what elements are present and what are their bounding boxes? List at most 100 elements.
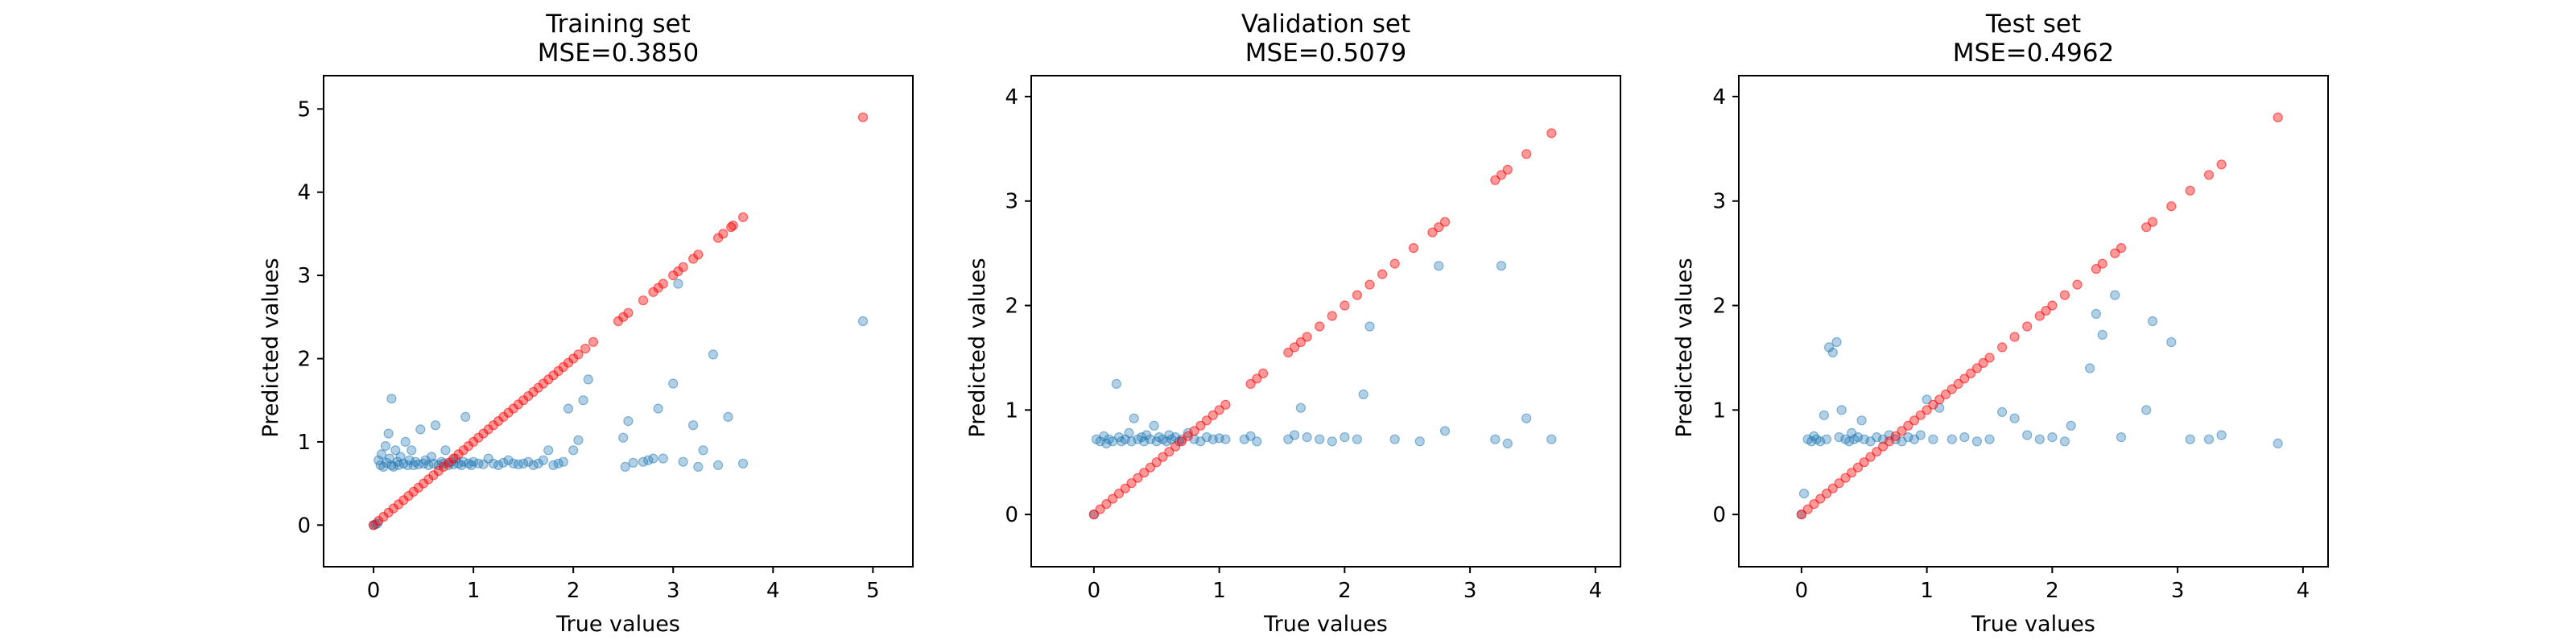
subplot-training: Training set MSE=0.3850 True values Pred… xyxy=(258,10,914,637)
prediction-point xyxy=(1149,420,1159,431)
true-value-point xyxy=(1502,164,1513,175)
true-value-point xyxy=(1101,498,1112,510)
prediction-point xyxy=(2085,363,2095,374)
plot-frame xyxy=(323,75,914,568)
true-value-point xyxy=(1257,368,1269,378)
true-value-point xyxy=(1903,420,1913,431)
true-value-point xyxy=(1840,473,1851,483)
prediction-point xyxy=(1129,413,1139,423)
true-value-point xyxy=(638,295,649,306)
subplot-title: Training set xyxy=(545,10,691,39)
true-value-point xyxy=(1897,426,1907,436)
prediction-point xyxy=(1439,426,1451,436)
x-tick-label: 3 xyxy=(2171,579,2185,603)
true-value-point xyxy=(1108,493,1118,504)
true-value-point xyxy=(1340,300,1350,311)
prediction-point xyxy=(618,432,629,443)
true-value-point xyxy=(1940,389,1951,399)
y-tick-label: 1 xyxy=(1712,398,1726,423)
true-value-point xyxy=(1865,452,1876,462)
y-tick-label: 4 xyxy=(1005,85,1018,109)
x-tick-label: 2 xyxy=(1338,579,1352,603)
y-tick-label: 0 xyxy=(1005,503,1018,527)
true-value-point xyxy=(1120,483,1130,493)
x-tick-label: 4 xyxy=(766,579,780,603)
true-value-point xyxy=(857,112,869,122)
prediction-point xyxy=(1295,402,1307,413)
prediction-point xyxy=(2047,431,2058,443)
prediction-point xyxy=(2091,308,2101,319)
true-value-point xyxy=(1884,436,1894,447)
prediction-point xyxy=(2009,413,2020,423)
true-value-point xyxy=(2147,217,2158,227)
prediction-point xyxy=(1389,434,1400,444)
true-value-point xyxy=(573,349,584,360)
prediction-point xyxy=(1827,347,1838,357)
prediction-point xyxy=(693,461,704,473)
prediction-point xyxy=(1490,434,1501,444)
prediction-point xyxy=(673,279,683,289)
prediction-point xyxy=(563,403,574,414)
prediction-point xyxy=(1358,389,1368,399)
prediction-point xyxy=(1327,436,1337,447)
plot-frame xyxy=(1030,75,1621,568)
true-value-point xyxy=(2091,264,2101,275)
prediction-point xyxy=(628,457,638,468)
prediction-point xyxy=(1971,436,1982,447)
true-value-point xyxy=(1364,279,1375,290)
subplot-validation: Validation set MSE=0.5079 True values Pr… xyxy=(965,10,1621,637)
prediction-point xyxy=(2141,405,2152,415)
subplot-test: Test set MSE=0.4962 True values Predicte… xyxy=(1672,10,2329,637)
true-value-point xyxy=(1915,410,1926,420)
prediction-point xyxy=(678,456,688,467)
prediction-point xyxy=(390,445,401,456)
true-value-point xyxy=(623,308,634,318)
true-value-point xyxy=(1189,426,1199,436)
x-tick-label: 0 xyxy=(367,579,381,603)
true-value-point xyxy=(2110,248,2120,258)
prediction-point xyxy=(737,458,749,469)
true-value-point xyxy=(1815,493,1826,504)
true-value-point xyxy=(2116,243,2127,254)
prediction-point xyxy=(2216,430,2227,440)
prediction-point xyxy=(498,457,509,468)
x-tick-label: 5 xyxy=(866,579,880,603)
true-value-point xyxy=(1088,509,1100,520)
y-tick-label: 2 xyxy=(1712,295,1726,319)
y-axis-label: Predicted values xyxy=(965,258,990,437)
tick-layer: 0 1 2 3 4 5 0 1 2 3 4 5 xyxy=(297,97,879,603)
true-value-point xyxy=(2034,311,2045,321)
true-value-point xyxy=(1245,378,1256,389)
prediction-point xyxy=(1099,431,1109,441)
true-value-point xyxy=(1176,436,1187,447)
true-value-point xyxy=(1953,378,1963,389)
subplot-subtitle: MSE=0.4962 xyxy=(1953,39,2114,68)
true-value-point xyxy=(1872,447,1882,457)
true-value-point xyxy=(1151,457,1162,468)
true-value-point xyxy=(1966,368,1976,378)
true-value-point xyxy=(1315,321,1325,332)
prediction-point xyxy=(2066,420,2076,431)
y-tick-label: 1 xyxy=(297,431,311,455)
prediction-point xyxy=(1928,434,1938,444)
true-value-point xyxy=(1852,462,1864,473)
y-tick-label: 5 xyxy=(297,97,311,122)
true-value-point xyxy=(580,344,591,354)
true-value-point xyxy=(1302,332,1312,342)
prediction-point xyxy=(1821,434,1832,444)
prediction-point xyxy=(558,456,568,467)
true-value-point xyxy=(1490,175,1501,185)
true-value-point xyxy=(1289,342,1300,353)
true-value-point xyxy=(2047,300,2058,311)
prediction-point xyxy=(653,403,663,414)
prediction-point xyxy=(1856,415,1867,426)
true-value-point xyxy=(1139,468,1150,478)
true-value-point xyxy=(1158,452,1168,462)
true-value-point xyxy=(728,221,738,231)
true-value-point xyxy=(1809,498,1819,510)
true-value-point xyxy=(2273,112,2283,122)
true-value-point xyxy=(1133,473,1143,483)
y-tick-label: 1 xyxy=(1005,398,1018,423)
prediction-point xyxy=(400,436,411,448)
x-axis-label: True values xyxy=(1263,612,1388,637)
